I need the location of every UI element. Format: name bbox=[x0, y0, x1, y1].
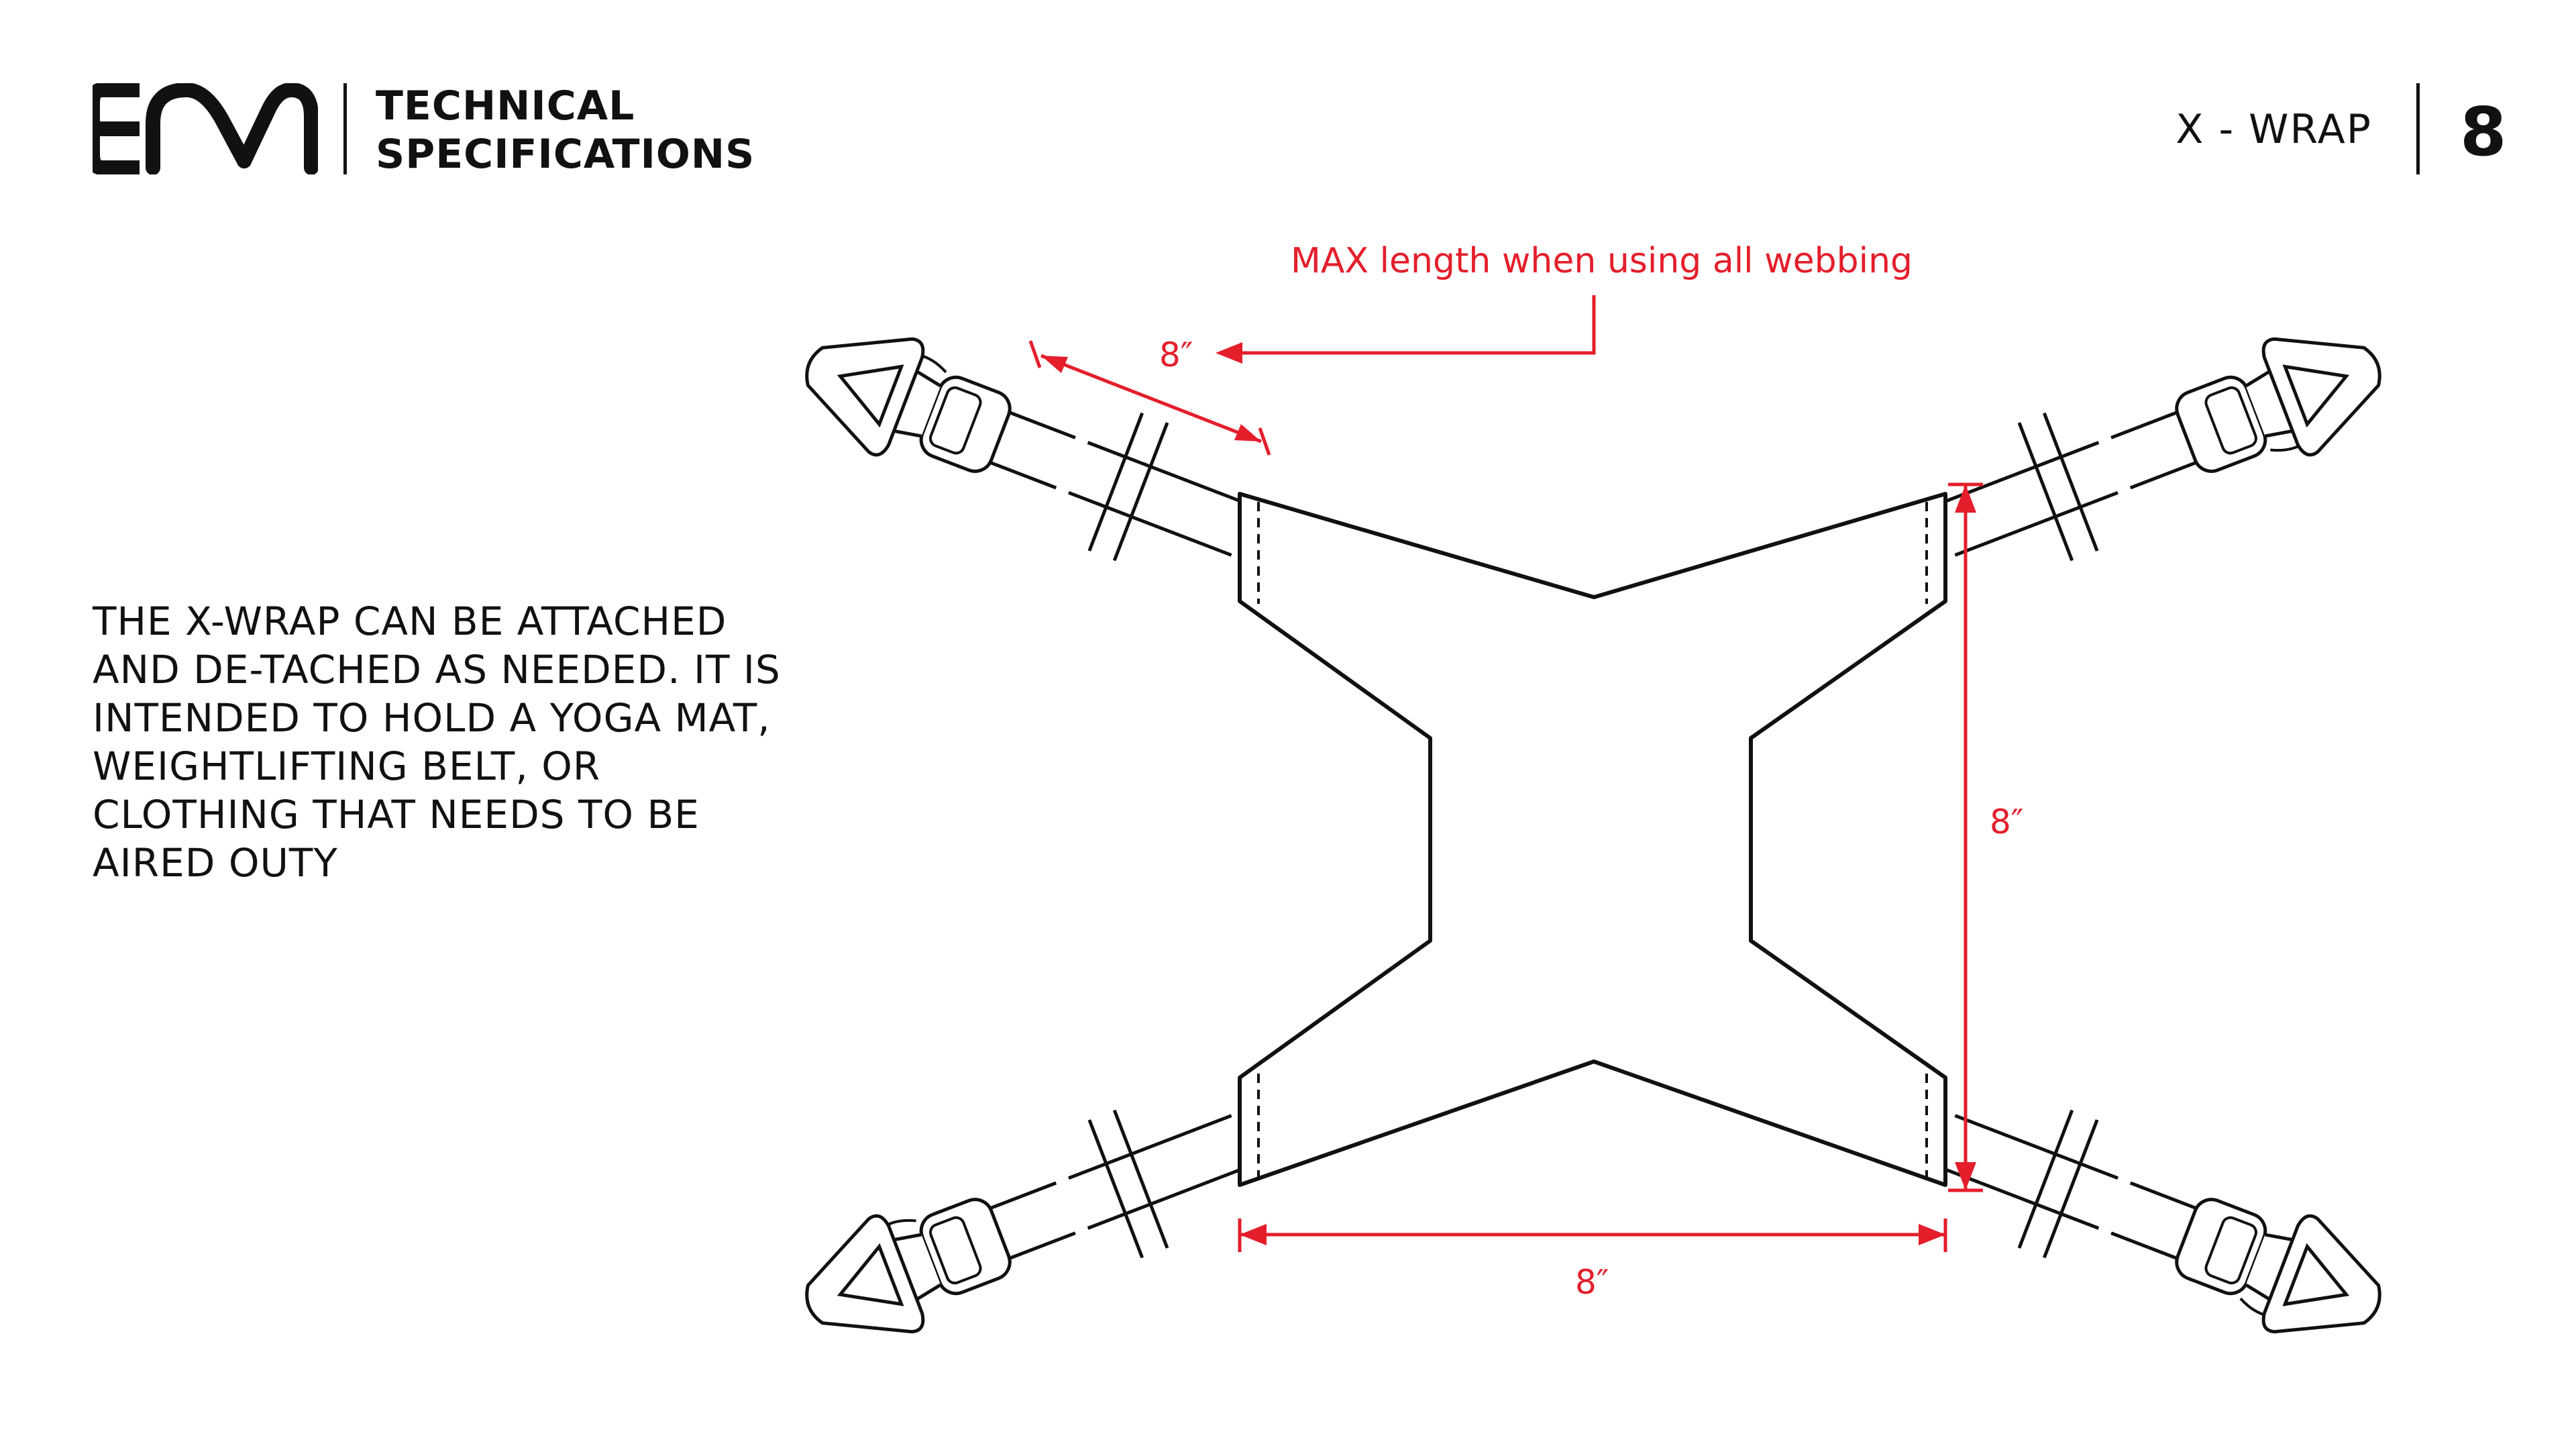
dimension-label-height: 8″ bbox=[1990, 802, 2024, 841]
description-line: THE X-WRAP CAN BE ATTACHED bbox=[93, 599, 727, 644]
description-text: THE X-WRAP CAN BE ATTACHED AND DE-TACHED… bbox=[93, 597, 830, 887]
page-title: TECHNICAL SPECIFICATIONS bbox=[376, 82, 755, 178]
strap-top-left bbox=[782, 295, 1267, 599]
dimension-label-strap: 8″ bbox=[1159, 335, 1193, 374]
page-number: 8 bbox=[2460, 93, 2507, 171]
x-wrap-body bbox=[1238, 492, 1947, 1187]
stitch-lines bbox=[1257, 502, 1928, 1178]
title-line-1: TECHNICAL bbox=[376, 83, 635, 130]
description-line: INTENDED TO HOLD A YOGA MAT, bbox=[93, 695, 771, 741]
strap-bottom-right bbox=[1919, 1072, 2404, 1376]
description-line: WEIGHTLIFTING BELT, OR bbox=[93, 743, 601, 789]
description-line: CLOTHING THAT NEEDS TO BE bbox=[93, 792, 700, 837]
strap-bottom-left bbox=[782, 1072, 1267, 1376]
dimension-strap-length: 8″ bbox=[1028, 335, 1271, 456]
brand-logo-icon bbox=[93, 83, 318, 174]
strap-top-right bbox=[1919, 295, 2404, 599]
callout-max-length: MAX length when using all webbing bbox=[1216, 241, 1913, 364]
callout-text: MAX length when using all webbing bbox=[1291, 241, 1913, 281]
description-line: AIRED OUTY bbox=[93, 840, 338, 886]
dimension-height: 8″ bbox=[1948, 482, 2024, 1192]
dimension-width: 8″ bbox=[1238, 1219, 1947, 1302]
title-line-2: SPECIFICATIONS bbox=[376, 131, 755, 178]
dimension-label-width: 8″ bbox=[1575, 1263, 1609, 1302]
description-line: AND DE-TACHED AS NEEDED. IT IS bbox=[93, 647, 781, 692]
product-name: X - WRAP bbox=[2176, 106, 2372, 153]
header-divider bbox=[343, 83, 347, 174]
header-right-divider bbox=[2416, 83, 2420, 174]
